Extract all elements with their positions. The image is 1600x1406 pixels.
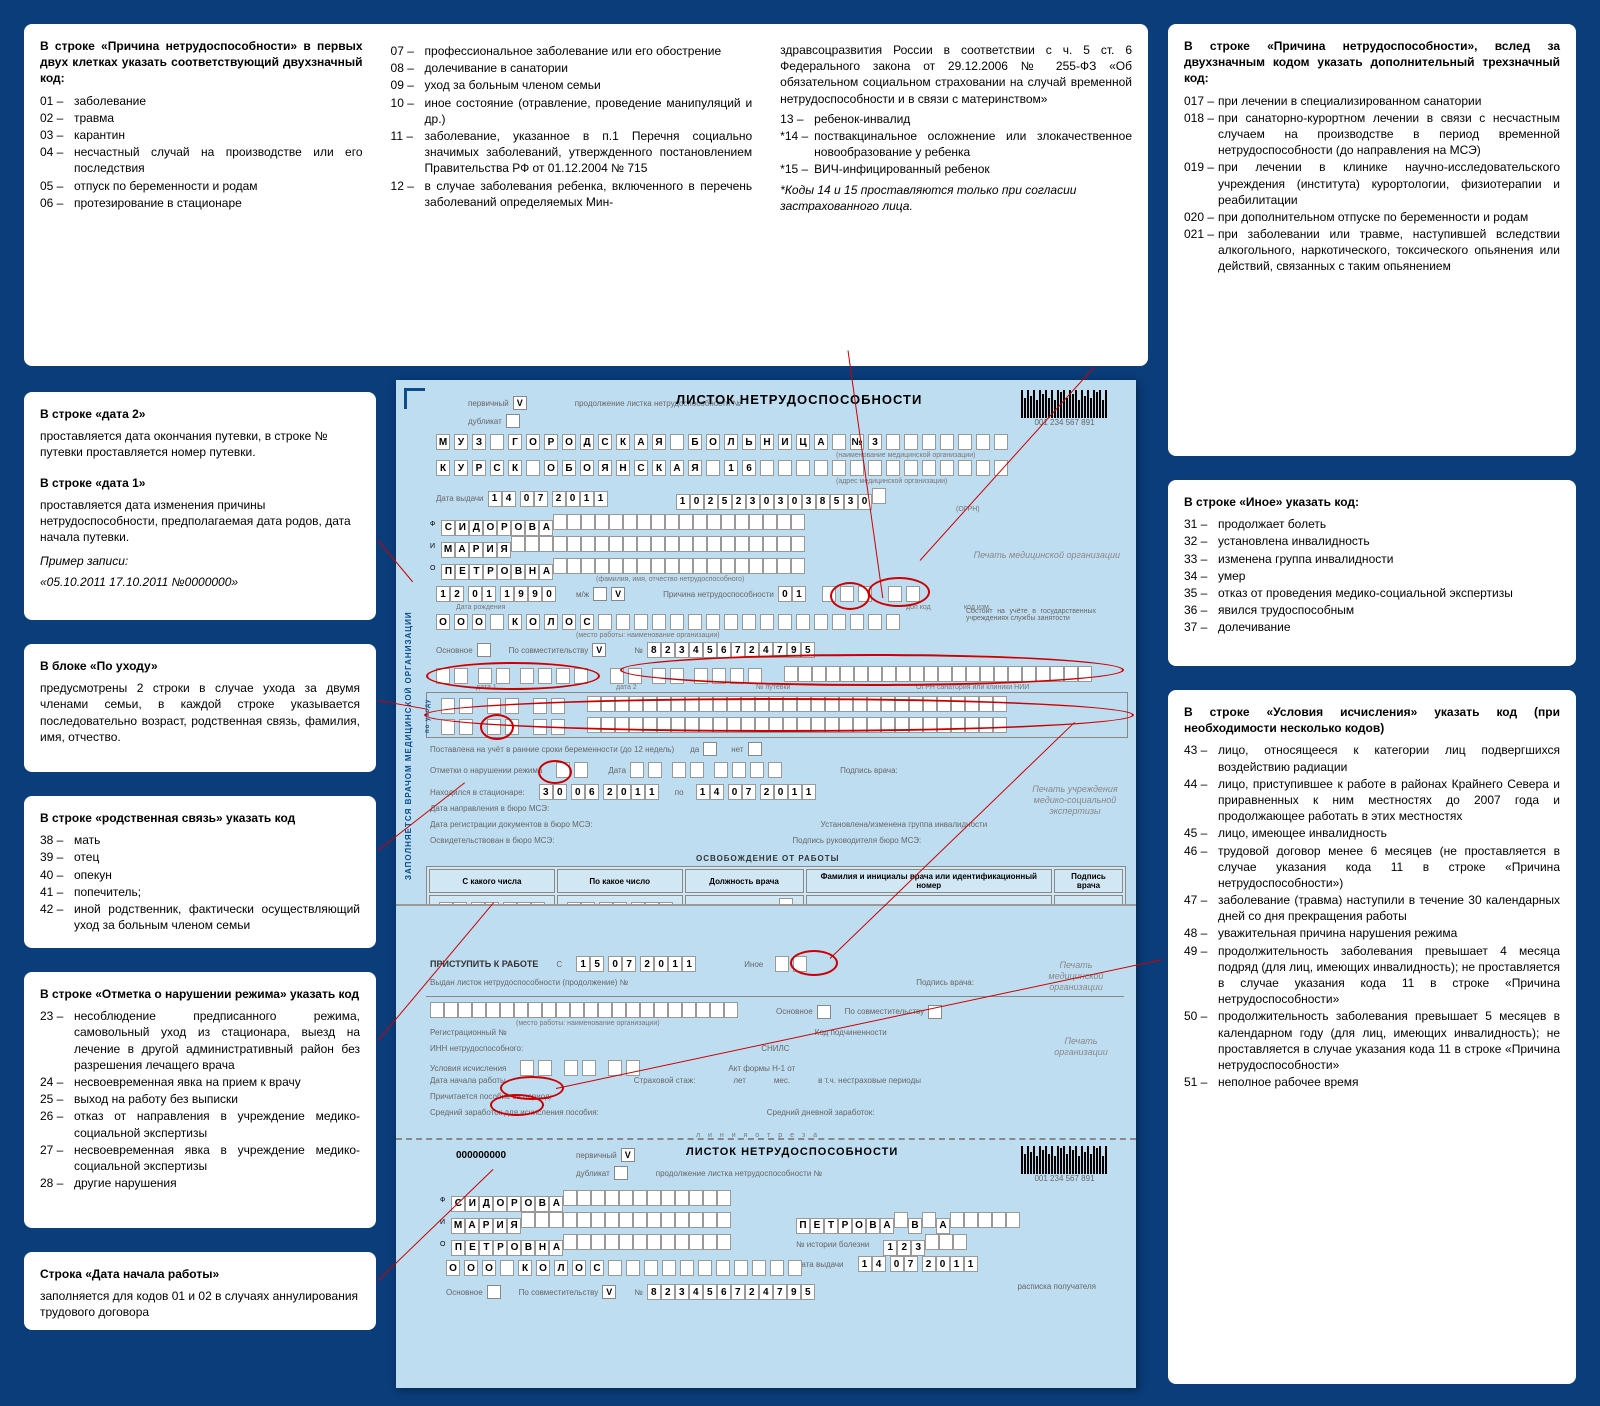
mark-dstart: [490, 1094, 544, 1116]
stamp-med: Печать медицинской организации: [974, 550, 1120, 561]
note-relation: В строке «родственная связь» указать код…: [24, 796, 376, 948]
note-cause-codes: В строке «Причина нетрудоспособности» в …: [24, 24, 1148, 366]
mark-cause: [830, 582, 870, 610]
mark-date1-2: [426, 662, 600, 690]
mark-care: [424, 698, 1134, 732]
note-addcode: В строке «Причина нетрудоспособности», в…: [1168, 24, 1576, 456]
mark-other: [790, 950, 838, 976]
sick-leave-form: ЗАПОЛНЯЕТСЯ ВРАЧОМ МЕДИЦИНСКОЙ ОРГАНИЗАЦ…: [396, 380, 1136, 1388]
mark-rel: [480, 714, 514, 740]
barcode: [1021, 390, 1108, 418]
side-med: ЗАПОЛНЯЕТСЯ ВРАЧОМ МЕДИЦИНСКОЙ ОРГАНИЗАЦ…: [404, 560, 413, 880]
n1c-foot: *Коды 14 и 15 проставляются только при с…: [780, 182, 1132, 214]
mark-putevka: [620, 654, 1124, 686]
note-startwork: Строка «Дата начала работы» заполняется …: [24, 1252, 376, 1330]
note-other: В строке «Иное» указать код: 31 –продолж…: [1168, 480, 1576, 666]
n1c-pre: здравсоцразвития России в соответствии с…: [780, 42, 1132, 107]
note-regime: В строке «Отметка о нарушении режима» ук…: [24, 972, 376, 1228]
n1-header: В строке «Причина нетрудоспособности» в …: [40, 38, 363, 87]
mark-regime: [538, 760, 572, 784]
mark-addcode: [868, 577, 930, 607]
note-date2: В строке «дата 2» проставляется дата око…: [24, 392, 376, 620]
form-title: ЛИСТОК НЕТРУДОСПОСОБНОСТИ: [676, 392, 922, 407]
note-conditions: В строке «Условия исчисления» указать ко…: [1168, 690, 1576, 1384]
note-care: В блоке «По уходу» предусмотрены 2 строк…: [24, 644, 376, 772]
barcode-tear: [1021, 1146, 1108, 1174]
